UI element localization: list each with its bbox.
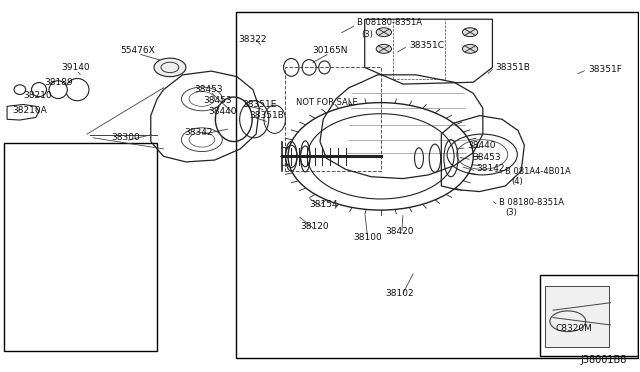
Bar (4, 143, 157, 351)
Text: 38351B: 38351B (495, 63, 531, 72)
Text: 38210A: 38210A (12, 106, 47, 115)
Text: 38189: 38189 (44, 78, 72, 87)
Ellipse shape (66, 78, 89, 101)
Text: 38300: 38300 (111, 133, 140, 142)
Text: B 081A4-4B01A: B 081A4-4B01A (505, 167, 571, 176)
Text: 38453: 38453 (194, 85, 223, 94)
Text: 38420: 38420 (385, 227, 414, 236)
Text: 38453: 38453 (204, 96, 232, 105)
Text: 38322: 38322 (239, 35, 267, 44)
Text: 38440: 38440 (208, 108, 237, 116)
Text: 38351F: 38351F (588, 65, 622, 74)
Text: 30165N: 30165N (312, 46, 348, 55)
Text: (3): (3) (505, 208, 517, 217)
FancyBboxPatch shape (545, 286, 609, 347)
Text: 55476X: 55476X (120, 46, 156, 55)
Text: 38342: 38342 (184, 128, 213, 137)
Text: 38440: 38440 (467, 141, 495, 150)
Text: (3): (3) (362, 29, 373, 39)
Ellipse shape (31, 83, 47, 97)
Bar (285, 67, 381, 171)
Ellipse shape (14, 85, 26, 94)
Text: 38351C: 38351C (410, 41, 444, 50)
Text: NOT FOR SALE: NOT FOR SALE (296, 98, 357, 107)
Text: 38142: 38142 (476, 164, 505, 173)
Text: 39140: 39140 (61, 63, 90, 72)
Text: (4): (4) (511, 177, 524, 186)
Text: 38120: 38120 (301, 222, 329, 231)
Text: B 08180-8351A: B 08180-8351A (357, 19, 422, 28)
Circle shape (463, 28, 477, 37)
Text: 38100: 38100 (353, 233, 382, 243)
Bar (540, 275, 638, 356)
Circle shape (463, 44, 477, 53)
Text: 38453: 38453 (472, 153, 500, 161)
Circle shape (376, 28, 392, 37)
Text: 38210: 38210 (24, 91, 52, 100)
Text: C8320M: C8320M (556, 324, 593, 333)
Text: J38001B8: J38001B8 (580, 355, 627, 365)
Circle shape (154, 58, 186, 77)
Text: 38102: 38102 (385, 289, 414, 298)
Ellipse shape (49, 81, 67, 99)
Circle shape (376, 44, 392, 53)
Text: 38351B: 38351B (250, 111, 285, 120)
Text: 38351E: 38351E (242, 100, 276, 109)
Bar (236, 12, 638, 358)
Text: B 08180-8351A: B 08180-8351A (499, 198, 564, 207)
Text: 38154: 38154 (309, 200, 337, 209)
